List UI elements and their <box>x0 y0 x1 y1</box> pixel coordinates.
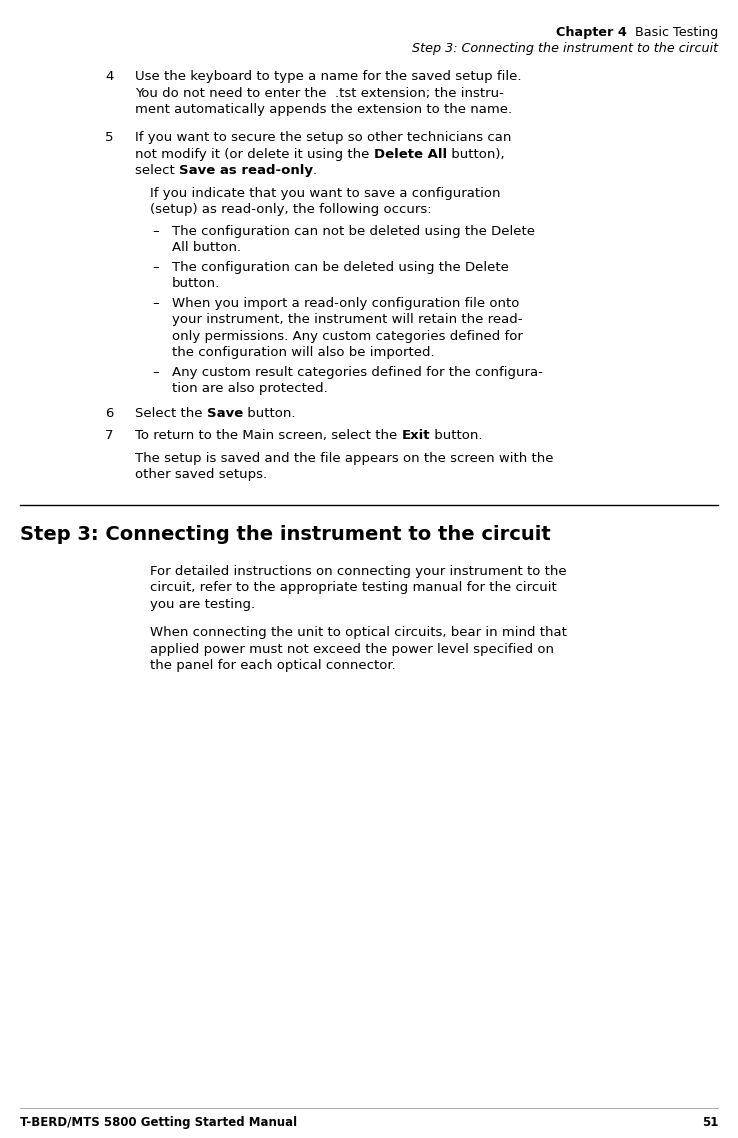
Text: 5: 5 <box>105 132 114 145</box>
Text: All button.: All button. <box>172 241 241 254</box>
Text: The configuration can be deleted using the Delete: The configuration can be deleted using t… <box>172 261 509 274</box>
Text: 7: 7 <box>105 429 114 442</box>
Text: you are testing.: you are testing. <box>150 597 255 611</box>
Text: Select the: Select the <box>135 406 207 420</box>
Text: select: select <box>135 165 179 178</box>
Text: When you import a read-only configuration file onto: When you import a read-only configuratio… <box>172 297 520 310</box>
Text: button.: button. <box>243 406 295 420</box>
Text: not modify it (or delete it using the: not modify it (or delete it using the <box>135 148 373 160</box>
Text: applied power must not exceed the power level specified on: applied power must not exceed the power … <box>150 643 554 655</box>
Text: (setup) as read-only, the following occurs:: (setup) as read-only, the following occu… <box>150 204 432 216</box>
Text: When connecting the unit to optical circuits, bear in mind that: When connecting the unit to optical circ… <box>150 627 567 640</box>
Text: Chapter 4: Chapter 4 <box>556 26 627 39</box>
Text: only permissions. Any custom categories defined for: only permissions. Any custom categories … <box>172 330 523 343</box>
Text: –: – <box>152 225 159 238</box>
Text: the panel for each optical connector.: the panel for each optical connector. <box>150 660 396 673</box>
Text: To return to the Main screen, select the: To return to the Main screen, select the <box>135 429 401 442</box>
Text: 6: 6 <box>105 406 114 420</box>
Text: button.: button. <box>172 278 220 290</box>
Text: circuit, refer to the appropriate testing manual for the circuit: circuit, refer to the appropriate testin… <box>150 582 556 594</box>
Text: the configuration will also be imported.: the configuration will also be imported. <box>172 346 435 360</box>
Text: ment automatically appends the extension to the name.: ment automatically appends the extension… <box>135 104 512 116</box>
Text: Use the keyboard to type a name for the saved setup file.: Use the keyboard to type a name for the … <box>135 71 522 83</box>
Text: –: – <box>152 297 159 310</box>
Text: Step 3: Connecting the instrument to the circuit: Step 3: Connecting the instrument to the… <box>20 525 551 544</box>
Text: The setup is saved and the file appears on the screen with the: The setup is saved and the file appears … <box>135 452 554 464</box>
Text: You do not need to enter the  .tst extension; the instru-: You do not need to enter the .tst extens… <box>135 86 504 99</box>
Text: If you indicate that you want to save a configuration: If you indicate that you want to save a … <box>150 187 500 200</box>
Text: For detailed instructions on connecting your instrument to the: For detailed instructions on connecting … <box>150 564 567 578</box>
Text: Any custom result categories defined for the configura-: Any custom result categories defined for… <box>172 365 543 379</box>
Text: your instrument, the instrument will retain the read-: your instrument, the instrument will ret… <box>172 313 523 327</box>
Text: .: . <box>313 165 317 178</box>
Text: Delete All: Delete All <box>373 148 446 160</box>
Text: –: – <box>152 261 159 274</box>
Text: Step 3: Connecting the instrument to the circuit: Step 3: Connecting the instrument to the… <box>412 42 718 55</box>
Text: Save as read-only: Save as read-only <box>179 165 313 178</box>
Text: button),: button), <box>446 148 504 160</box>
Text: tion are also protected.: tion are also protected. <box>172 382 328 395</box>
Text: Save: Save <box>207 406 243 420</box>
Text: T-BERD/MTS 5800 Getting Started Manual: T-BERD/MTS 5800 Getting Started Manual <box>20 1116 297 1129</box>
Text: other saved setups.: other saved setups. <box>135 468 267 481</box>
Text: –: – <box>152 365 159 379</box>
Text: 4: 4 <box>105 71 114 83</box>
Text: The configuration can not be deleted using the Delete: The configuration can not be deleted usi… <box>172 225 535 238</box>
Text: button.: button. <box>430 429 483 442</box>
Text: 51: 51 <box>702 1116 718 1129</box>
Text: Exit: Exit <box>401 429 430 442</box>
Text: Basic Testing: Basic Testing <box>627 26 718 39</box>
Text: If you want to secure the setup so other technicians can: If you want to secure the setup so other… <box>135 132 511 145</box>
